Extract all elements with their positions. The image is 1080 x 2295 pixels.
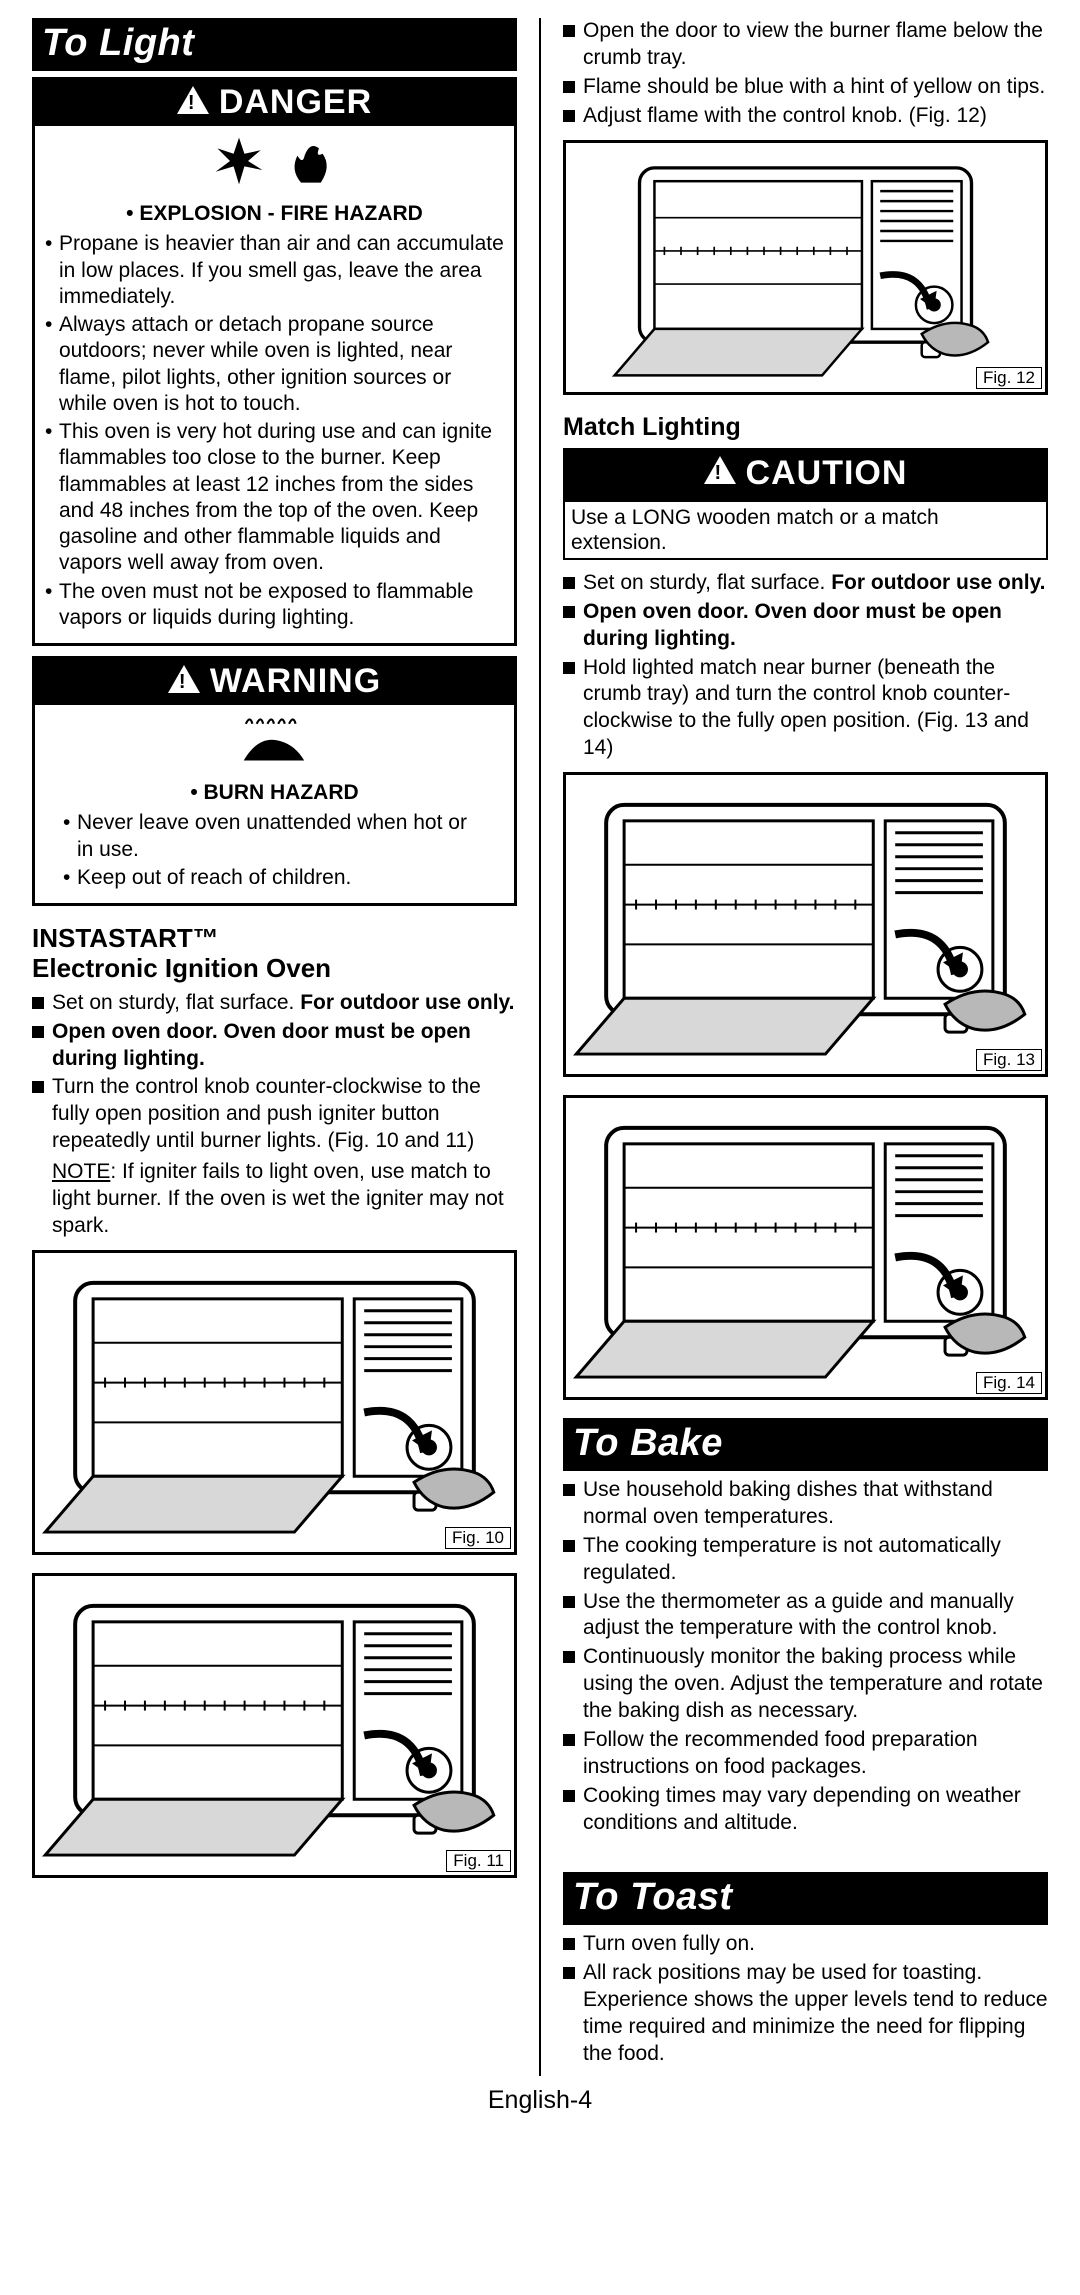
list-item: Flame should be blue with a hint of yell…	[563, 74, 1048, 101]
list-item: Open oven door. Oven door must be open d…	[563, 599, 1048, 653]
list-item: All rack positions may be used for toast…	[563, 1960, 1048, 2068]
warning-bar-text: WARNING	[210, 662, 381, 701]
right-top-list: Open the door to view the burner flame b…	[563, 18, 1048, 130]
list-item: Propane is heavier than air and can accu…	[45, 231, 504, 310]
list-item: Adjust flame with the control knob. (Fig…	[563, 103, 1048, 130]
list-item: Continuously monitor the baking process …	[563, 1644, 1048, 1725]
caution-bar-text: CAUTION	[746, 454, 908, 493]
list-item: Keep out of reach of children.	[63, 865, 486, 891]
danger-box: DANGER • Explosion - Fire Hazard Propane…	[32, 77, 517, 646]
caution-bar: CAUTION	[563, 448, 1048, 500]
instastart-note: NOTE: If igniter fails to light oven, us…	[32, 1159, 517, 1240]
fig10-label: Fig. 10	[445, 1527, 511, 1549]
danger-heading: • Explosion - Fire Hazard	[45, 201, 504, 227]
oven-illustration-icon	[35, 1576, 514, 1875]
burn-hand-icon	[235, 713, 315, 767]
page-number: English-4	[32, 2086, 1048, 2115]
instastart-list: Set on sturdy, flat surface. For outdoor…	[32, 990, 517, 1155]
fig14-label: Fig. 14	[976, 1372, 1042, 1394]
list-item: Open oven door. Oven door must be open d…	[32, 1019, 517, 1073]
list-item: Hold lighted match near burner (beneath …	[563, 655, 1048, 763]
oven-illustration-icon	[566, 1098, 1045, 1397]
alert-triangle-icon	[177, 86, 209, 114]
heading-to-light: To Light	[32, 18, 517, 71]
fig11-label: Fig. 11	[446, 1850, 511, 1872]
figure-11: Fig. 11	[32, 1573, 517, 1878]
list-item: Set on sturdy, flat surface. For outdoor…	[32, 990, 517, 1017]
danger-icons	[35, 126, 514, 197]
warning-bar: WARNING	[35, 659, 514, 705]
danger-bar-text: DANGER	[219, 83, 372, 122]
list-item: This oven is very hot during use and can…	[45, 419, 504, 577]
list-item: The cooking temperature is not automatic…	[563, 1533, 1048, 1587]
list-item: Turn oven fully on.	[563, 1931, 1048, 1958]
list-item: Open the door to view the burner flame b…	[563, 18, 1048, 72]
match-lighting-heading: Match Lighting	[563, 413, 1048, 442]
list-item: Never leave oven unattended when hot or …	[63, 810, 486, 863]
oven-illustration-icon	[566, 775, 1045, 1074]
figure-13: Fig. 13	[563, 772, 1048, 1077]
list-item: Use household baking dishes that withsta…	[563, 1477, 1048, 1531]
list-item: Cooking times may vary depending on weat…	[563, 1783, 1048, 1837]
figure-14: Fig. 14	[563, 1095, 1048, 1400]
list-item: Turn the control knob counter-clockwise …	[32, 1074, 517, 1155]
heading-to-toast: To Toast	[563, 1872, 1048, 1925]
warning-icons	[35, 705, 514, 776]
warning-list: Never leave oven unattended when hot or …	[63, 810, 486, 891]
figure-12: Fig. 12	[563, 140, 1048, 395]
fig12-label: Fig. 12	[976, 367, 1042, 389]
warning-heading: • Burn Hazard	[63, 780, 486, 806]
oven-illustration-icon	[35, 1253, 514, 1552]
bake-list: Use household baking dishes that withsta…	[563, 1477, 1048, 1836]
instastart-heading: INSTASTART™ Electronic Ignition Oven	[32, 924, 517, 984]
warning-box: WARNING • Burn Hazard Never leave oven u…	[32, 656, 517, 906]
caution-note: Use a LONG wooden match or a match exten…	[563, 500, 1048, 560]
list-item: Set on sturdy, flat surface. For outdoor…	[563, 570, 1048, 597]
column-divider	[539, 18, 541, 2076]
match-list: Set on sturdy, flat surface. For outdoor…	[563, 570, 1048, 762]
list-item: Follow the recommended food preparation …	[563, 1727, 1048, 1781]
left-column: To Light DANGER • Explosion - Fire Hazar…	[32, 18, 517, 2076]
figure-10: Fig. 10	[32, 1250, 517, 1555]
two-column-layout: To Light DANGER • Explosion - Fire Hazar…	[32, 18, 1048, 2076]
toast-list: Turn oven fully on.All rack positions ma…	[563, 1931, 1048, 2067]
heading-to-bake: To Bake	[563, 1418, 1048, 1471]
danger-list: Propane is heavier than air and can accu…	[45, 231, 504, 631]
fig13-label: Fig. 13	[976, 1049, 1042, 1071]
list-item: The oven must not be exposed to flammabl…	[45, 579, 504, 632]
alert-triangle-icon	[704, 456, 736, 484]
list-item: Use the thermometer as a guide and manua…	[563, 1589, 1048, 1643]
alert-triangle-icon	[168, 665, 200, 693]
list-item: Always attach or detach propane source o…	[45, 312, 504, 417]
danger-bar: DANGER	[35, 80, 514, 126]
oven-illustration-icon	[566, 143, 1045, 392]
fire-icon	[283, 134, 337, 188]
right-column: Open the door to view the burner flame b…	[563, 18, 1048, 2076]
explosion-icon	[212, 134, 266, 188]
